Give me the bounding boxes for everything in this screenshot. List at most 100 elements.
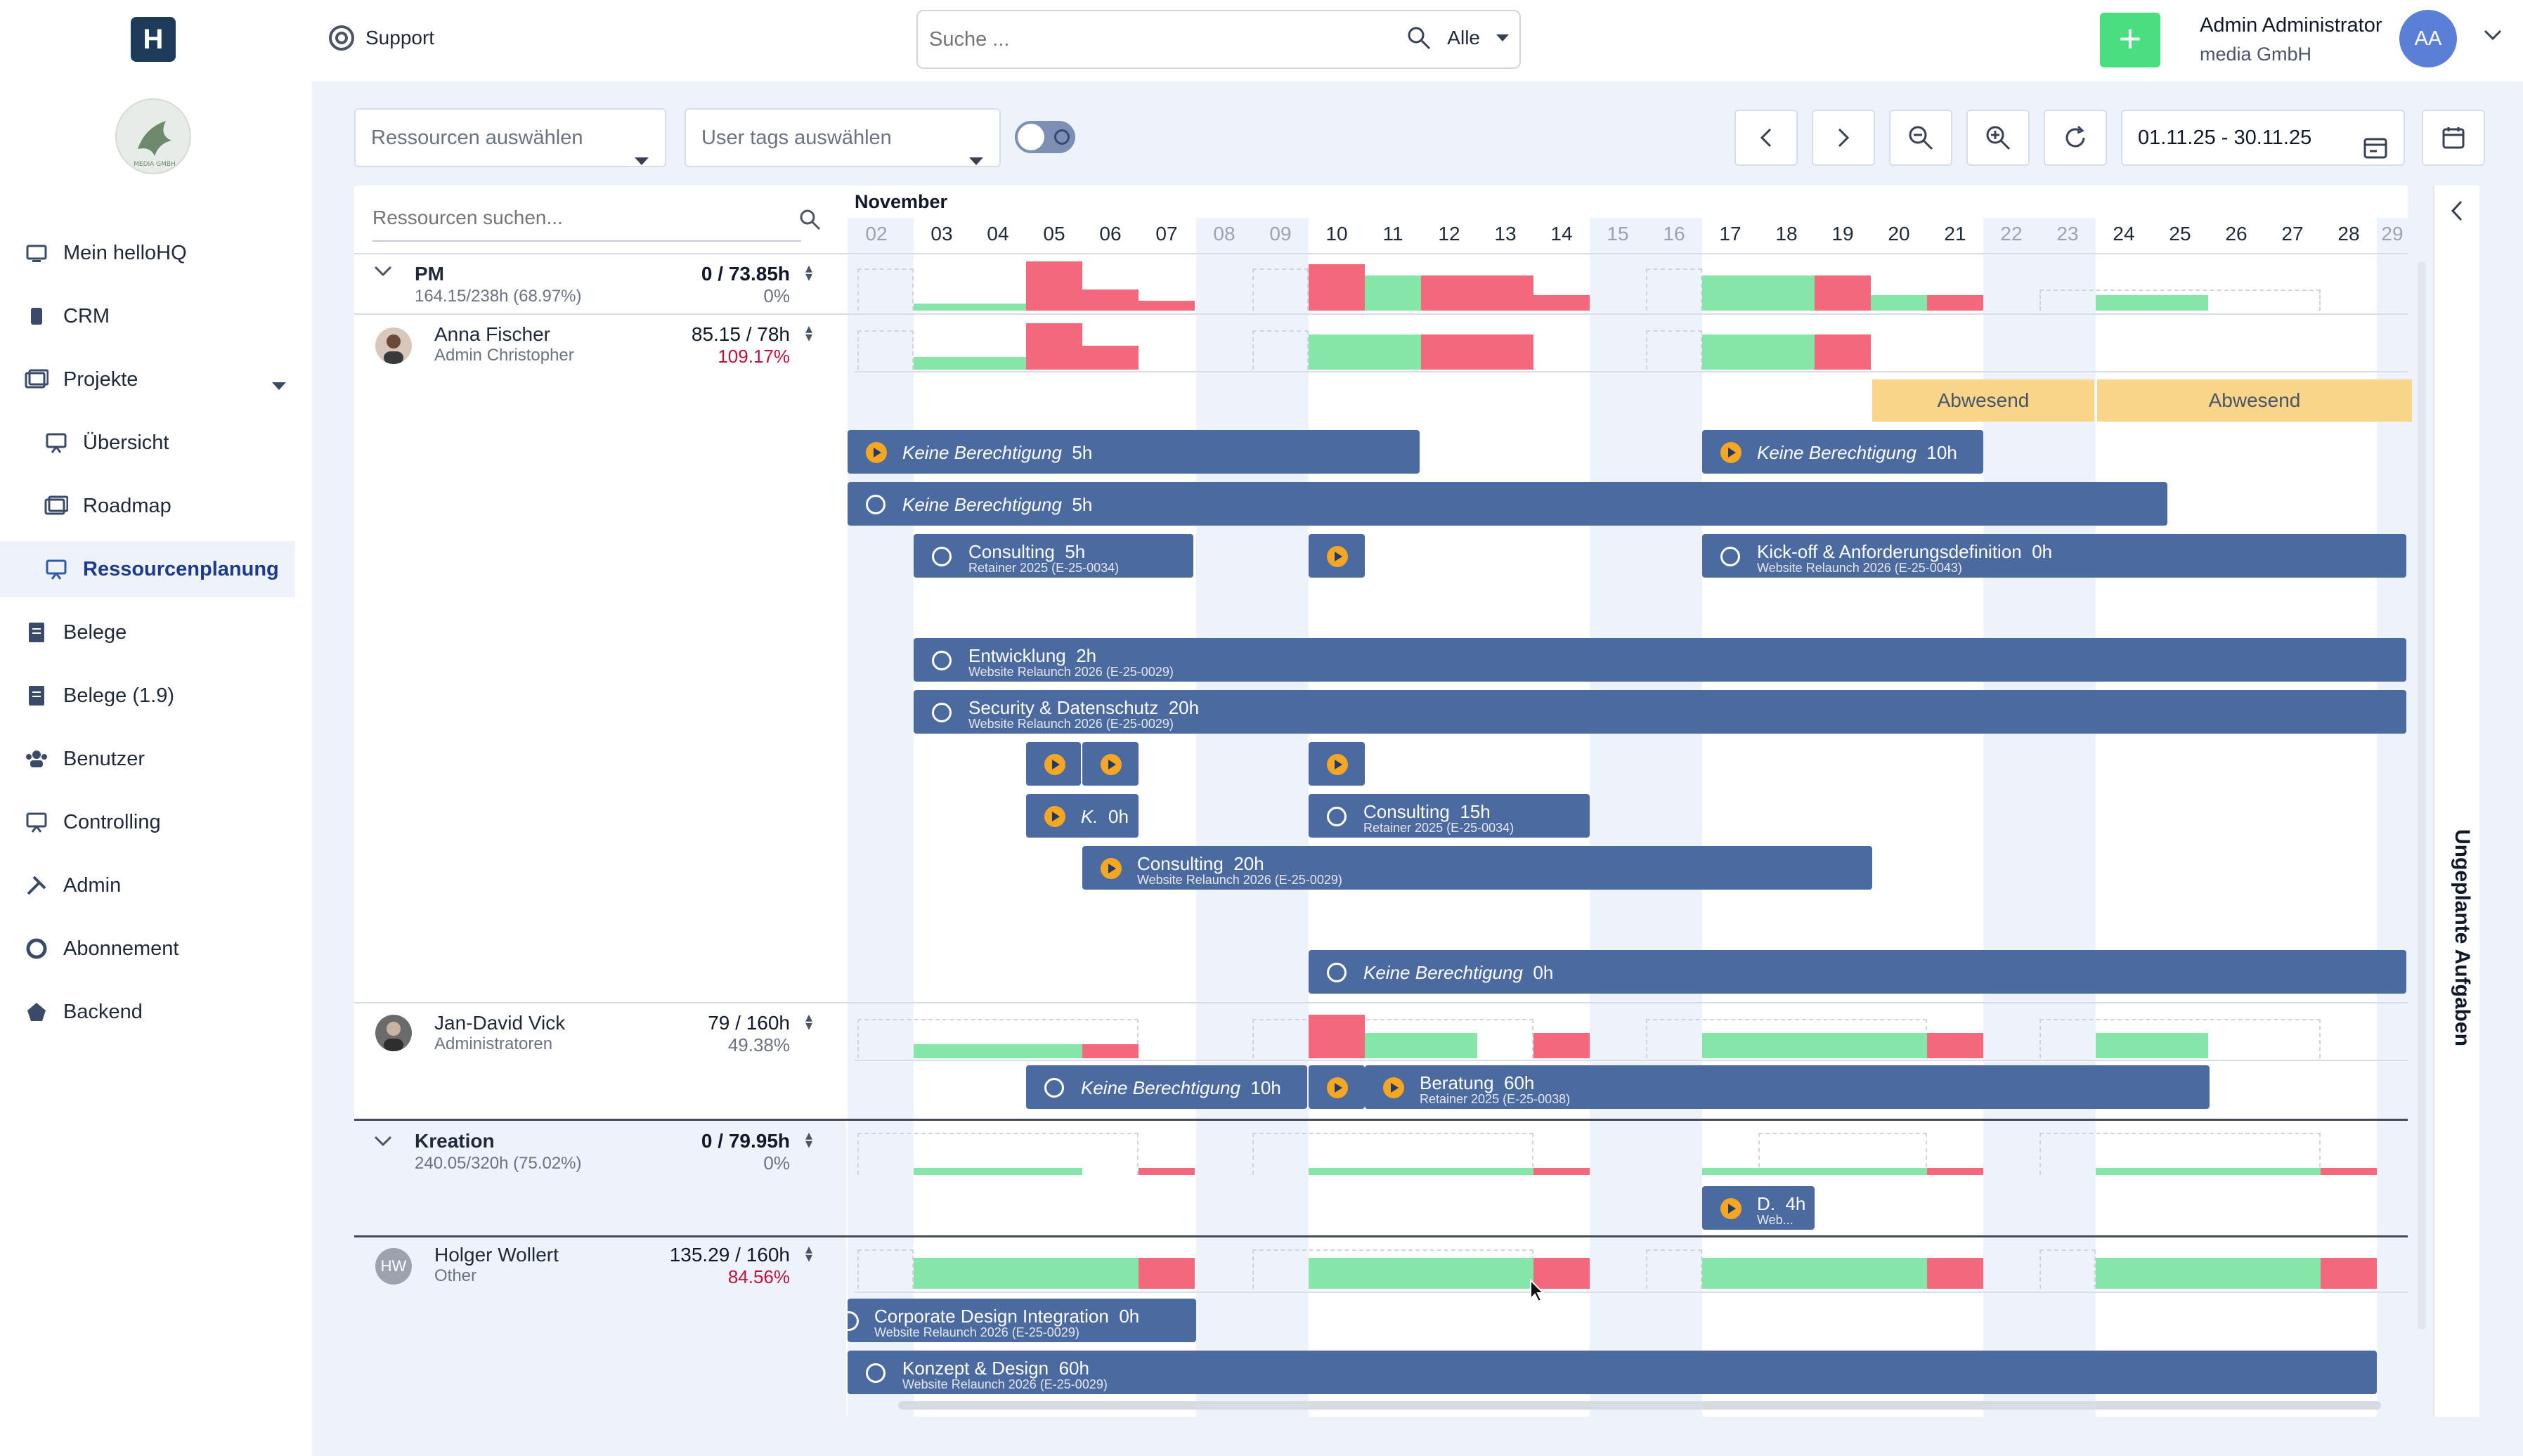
chevron-down-icon[interactable] — [374, 1136, 392, 1150]
horizontal-scrollbar[interactable] — [898, 1401, 2381, 1410]
task-bar[interactable]: Keine Berechtigung 10h — [1026, 1065, 1307, 1109]
nav-admin[interactable]: Admin — [0, 857, 295, 914]
resources-select[interactable]: Ressourcen auswählen — [354, 108, 666, 167]
absence-block[interactable]: Abwesend — [1872, 379, 2094, 422]
resource-name[interactable]: Holger Wollert — [434, 1244, 559, 1266]
group-name[interactable]: Kreation — [415, 1130, 495, 1152]
chevron-down-icon[interactable] — [2484, 30, 2502, 44]
play-icon[interactable] — [1383, 1077, 1404, 1098]
play-icon[interactable] — [1101, 858, 1122, 879]
task-bar[interactable]: Consulting 5h Retainer 2025 (E-25-0034) — [914, 534, 1193, 578]
vertical-scrollbar[interactable] — [2418, 261, 2426, 1330]
resource-name[interactable]: Jan-David Vick — [434, 1012, 566, 1034]
task-bar[interactable]: D. 4h Web... — [1702, 1186, 1815, 1230]
play-icon[interactable] — [1327, 1077, 1348, 1098]
prev-button[interactable] — [1734, 110, 1798, 166]
task-bar[interactable]: Entwicklung 2h Website Relaunch 2026 (E-2… — [914, 638, 2406, 682]
circle-icon[interactable] — [1044, 1078, 1064, 1098]
task-bar[interactable] — [1309, 742, 1365, 786]
hellohq-logo[interactable]: H — [131, 17, 176, 62]
play-icon[interactable] — [1720, 1198, 1742, 1219]
nav-ressourcenplanung[interactable]: Ressourcenplanung — [0, 541, 295, 597]
task-bar[interactable]: K. 0h — [1026, 794, 1139, 838]
refresh-button[interactable] — [2044, 110, 2107, 166]
circle-icon[interactable] — [866, 1363, 886, 1383]
search-input[interactable] — [929, 25, 1379, 53]
nav-belege-19[interactable]: Belege (1.9) — [0, 668, 295, 724]
user-tags-select[interactable]: User tags auswählen — [685, 108, 1001, 167]
sort-icon[interactable]: ▴ ▾ — [805, 261, 813, 285]
date-range-field[interactable]: 01.11.25 - 30.11.25 — [2121, 110, 2405, 166]
task-bar[interactable] — [1309, 1065, 1365, 1109]
nav-uebersicht[interactable]: Übersicht — [0, 415, 295, 471]
resource-search-input[interactable] — [372, 202, 766, 233]
nav-controlling[interactable]: Controlling — [0, 794, 295, 850]
chevron-down-icon[interactable] — [374, 266, 392, 280]
task-bar[interactable]: Consulting 15h Retainer 2025 (E-25-0034) — [1309, 794, 1590, 838]
sort-icon[interactable]: ▴ ▾ — [805, 1242, 813, 1266]
add-button[interactable]: + — [2100, 13, 2160, 67]
play-icon[interactable] — [1044, 806, 1065, 827]
capacity-outline — [1646, 1249, 1702, 1289]
play-icon[interactable] — [1720, 442, 1742, 463]
task-bar[interactable]: Security & Datenschutz 20h Website Relaun… — [914, 690, 2406, 734]
play-icon[interactable] — [1327, 754, 1348, 775]
task-bar[interactable]: Beratung 60h Retainer 2025 (E-25-0038) — [1365, 1065, 2210, 1109]
nav-roadmap[interactable]: Roadmap — [0, 478, 295, 534]
next-button[interactable] — [1812, 110, 1875, 166]
chevron-left-icon[interactable] — [2450, 200, 2464, 226]
nav-mein-hellohq[interactable]: Mein helloHQ — [0, 225, 295, 281]
circle-icon[interactable] — [1327, 807, 1347, 826]
task-bar[interactable] — [1309, 534, 1365, 578]
nav-backend[interactable]: Backend — [0, 984, 295, 1040]
calendar-button[interactable] — [2422, 110, 2485, 166]
nav-crm[interactable]: CRM — [0, 288, 295, 344]
nav-abonnement[interactable]: Abonnement — [0, 921, 295, 977]
day-header: 11 — [1382, 223, 1403, 245]
resource-name[interactable]: Anna Fischer — [434, 323, 550, 345]
task-bar[interactable]: Corporate Design Integration 0h Website R… — [848, 1299, 1196, 1342]
task-bar[interactable]: Kick-off & Anforderungsdefinition 0h Webs… — [1702, 534, 2406, 578]
unplanned-tasks-panel[interactable] — [2433, 186, 2479, 1417]
circle-icon[interactable] — [1327, 963, 1347, 982]
calendar-range-icon[interactable] — [2363, 126, 2388, 180]
task-bar[interactable] — [1026, 742, 1081, 786]
search-icon[interactable] — [798, 208, 821, 234]
task-bar[interactable] — [1082, 742, 1139, 786]
task-bar[interactable]: Consulting 20h Website Relaunch 2026 (E-2… — [1082, 846, 1872, 890]
task-bar[interactable]: Keine Berechtigung 0h — [1309, 950, 2406, 994]
play-icon[interactable] — [866, 442, 887, 463]
chevron-down-icon[interactable] — [271, 374, 287, 397]
circle-icon[interactable] — [848, 1311, 859, 1331]
unplanned-tasks-label[interactable]: Ungeplante Aufgaben — [2451, 829, 2474, 1046]
circle-icon[interactable] — [932, 703, 952, 722]
group-name[interactable]: PM — [415, 263, 444, 285]
support-link[interactable]: Support — [327, 24, 434, 52]
play-icon[interactable] — [1044, 754, 1065, 775]
circle-icon[interactable] — [1720, 547, 1740, 566]
task-title: Keine Berechtigung 10h — [1081, 1077, 1281, 1098]
sort-icon[interactable]: ▴ ▾ — [805, 1128, 813, 1152]
task-bar[interactable]: Keine Berechtigung 10h — [1702, 430, 1983, 474]
sort-icon[interactable]: ▴ ▾ — [805, 321, 813, 345]
task-bar[interactable]: Keine Berechtigung 5h — [848, 430, 1420, 474]
nav-belege[interactable]: Belege — [0, 604, 295, 661]
zoom-out-button[interactable] — [1889, 110, 1952, 166]
sort-icon[interactable]: ▴ ▾ — [805, 1010, 813, 1034]
nav-benutzer[interactable]: Benutzer — [0, 731, 295, 787]
task-bar[interactable]: Konzept & Design 60h Website Relaunch 202… — [848, 1351, 2377, 1394]
view-toggle[interactable] — [1015, 121, 1075, 153]
circle-icon[interactable] — [932, 651, 952, 670]
search-scope-select[interactable]: Alle — [1406, 25, 1510, 51]
absence-block[interactable]: Abwesend — [2097, 379, 2412, 422]
user-name[interactable]: Admin Administrator — [2200, 14, 2382, 37]
resource-percent: 49.38% — [727, 1034, 790, 1055]
user-avatar[interactable]: AA — [2399, 10, 2457, 67]
play-icon[interactable] — [1327, 546, 1348, 567]
zoom-in-button[interactable] — [1966, 110, 2030, 166]
circle-icon[interactable] — [932, 547, 952, 566]
task-bar[interactable]: Keine Berechtigung 5h — [848, 482, 2167, 526]
nav-projekte[interactable]: Projekte — [0, 351, 295, 408]
circle-icon[interactable] — [866, 495, 886, 514]
play-icon[interactable] — [1101, 754, 1122, 775]
